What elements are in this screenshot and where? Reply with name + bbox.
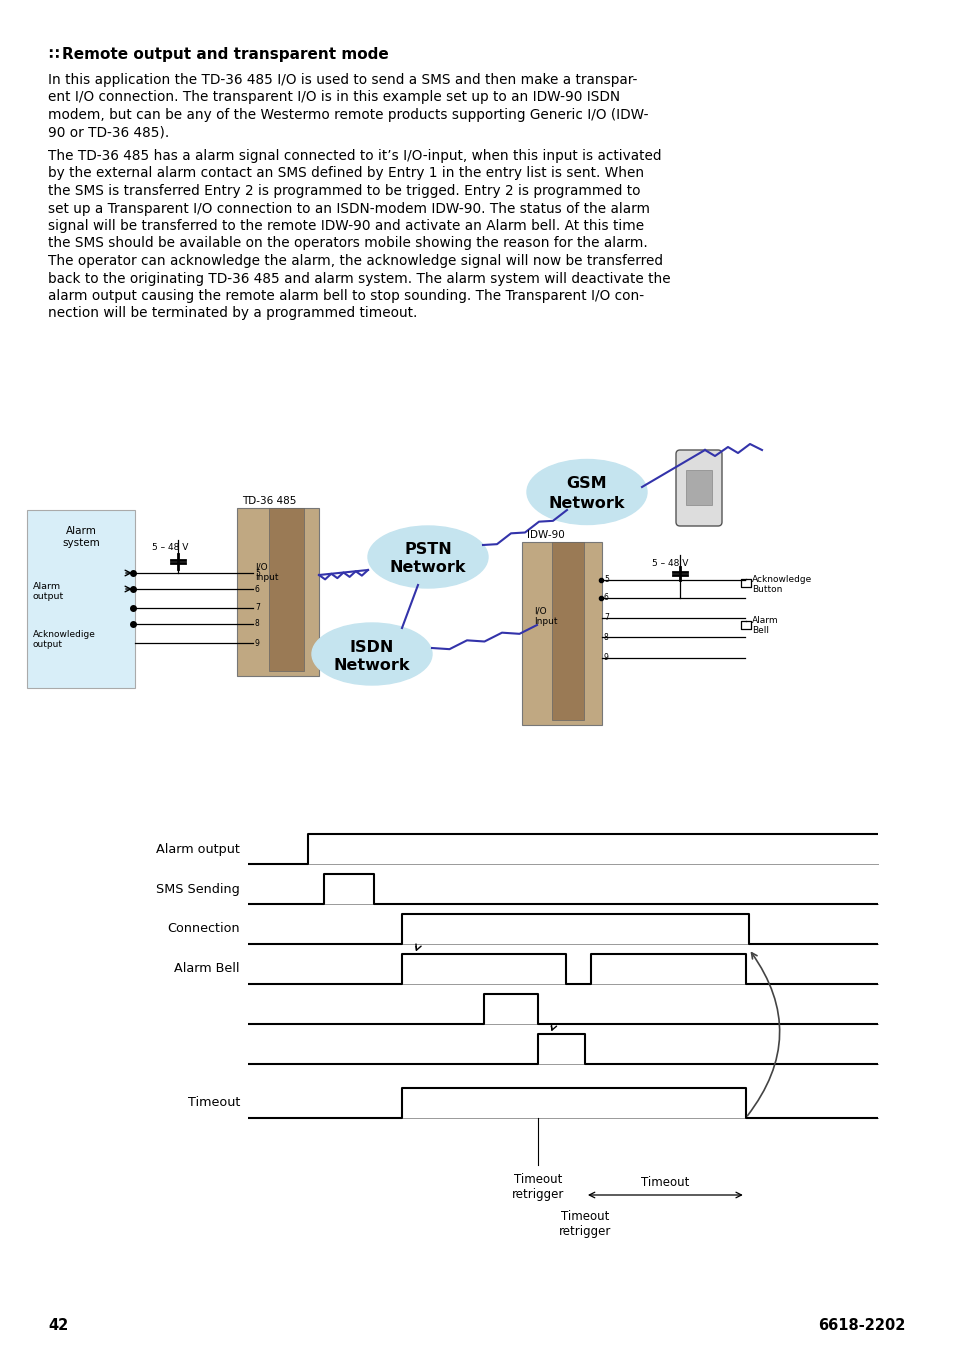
Text: SMS Sending: SMS Sending — [156, 883, 240, 895]
FancyBboxPatch shape — [521, 542, 601, 724]
Text: 9: 9 — [254, 639, 259, 647]
Text: Timeout
retrigger: Timeout retrigger — [558, 1210, 611, 1238]
Text: Alarm
output: Alarm output — [33, 582, 64, 601]
Text: 5 – 48 V: 5 – 48 V — [152, 543, 188, 552]
Text: Timeout: Timeout — [640, 1177, 689, 1189]
Text: the SMS is transferred Entry 2 is programmed to be trigged. Entry 2 is programme: the SMS is transferred Entry 2 is progra… — [48, 184, 639, 198]
Text: 6: 6 — [254, 585, 259, 593]
Text: Timeout
retrigger: Timeout retrigger — [511, 1173, 563, 1201]
Text: 5: 5 — [603, 575, 608, 585]
FancyBboxPatch shape — [236, 508, 318, 676]
Text: 7: 7 — [603, 613, 608, 623]
Text: GSM: GSM — [566, 477, 607, 492]
Text: ISDN: ISDN — [350, 639, 394, 654]
Text: 9: 9 — [603, 654, 608, 662]
Text: I/O
Input: I/O Input — [534, 607, 557, 627]
Text: the SMS should be available on the operators mobile showing the reason for the a: the SMS should be available on the opera… — [48, 237, 647, 250]
Text: 42: 42 — [48, 1317, 69, 1332]
Text: 6618-2202: 6618-2202 — [818, 1317, 905, 1332]
Text: In this application the TD-36 485 I/O is used to send a SMS and then make a tran: In this application the TD-36 485 I/O is… — [48, 73, 637, 87]
Text: 90 or TD-36 485).: 90 or TD-36 485). — [48, 126, 169, 139]
Text: Timeout: Timeout — [188, 1097, 240, 1109]
FancyBboxPatch shape — [552, 542, 583, 720]
Text: modem, but can be any of the Westermo remote products supporting Generic I/O (ID: modem, but can be any of the Westermo re… — [48, 108, 648, 122]
Text: Network: Network — [390, 561, 466, 575]
Text: IDW-90: IDW-90 — [526, 529, 564, 540]
Ellipse shape — [312, 623, 432, 685]
Text: alarm output causing the remote alarm bell to stop sounding. The Transparent I/O: alarm output causing the remote alarm be… — [48, 288, 643, 303]
FancyBboxPatch shape — [676, 450, 721, 525]
Text: The TD-36 485 has a alarm signal connected to it’s I/O-input, when this input is: The TD-36 485 has a alarm signal connect… — [48, 149, 660, 162]
FancyBboxPatch shape — [27, 510, 135, 688]
Text: Alarm Bell: Alarm Bell — [174, 963, 240, 975]
Ellipse shape — [368, 525, 488, 588]
Text: nection will be terminated by a programmed timeout.: nection will be terminated by a programm… — [48, 306, 417, 321]
Text: PSTN: PSTN — [404, 543, 452, 558]
Text: 6: 6 — [603, 593, 608, 603]
Text: Alarm
Bell: Alarm Bell — [751, 616, 778, 635]
Text: Network: Network — [334, 658, 410, 673]
Text: Acknowledge
Button: Acknowledge Button — [751, 575, 811, 594]
Text: Alarm
system: Alarm system — [62, 525, 100, 548]
Text: by the external alarm contact an SMS defined by Entry 1 in the entry list is sen: by the external alarm contact an SMS def… — [48, 167, 643, 180]
Ellipse shape — [526, 459, 646, 524]
Text: The operator can acknowledge the alarm, the acknowledge signal will now be trans: The operator can acknowledge the alarm, … — [48, 255, 662, 268]
Text: 5: 5 — [254, 569, 259, 578]
Text: ∷: ∷ — [48, 47, 58, 62]
Text: signal will be transferred to the remote IDW-90 and activate an Alarm bell. At t: signal will be transferred to the remote… — [48, 219, 643, 233]
Text: Connection: Connection — [167, 922, 240, 936]
Text: Alarm output: Alarm output — [156, 842, 240, 856]
Text: Remote output and transparent mode: Remote output and transparent mode — [62, 47, 388, 62]
Text: set up a Transparent I/O connection to an ISDN-modem IDW-90. The status of the a: set up a Transparent I/O connection to a… — [48, 202, 649, 215]
Text: 8: 8 — [254, 620, 259, 628]
Text: I/O
Input: I/O Input — [254, 563, 278, 582]
Text: 8: 8 — [603, 632, 608, 642]
Text: back to the originating TD-36 485 and alarm system. The alarm system will deacti: back to the originating TD-36 485 and al… — [48, 272, 670, 286]
Text: 7: 7 — [254, 604, 259, 612]
Text: Acknowledige
output: Acknowledige output — [33, 630, 95, 650]
FancyBboxPatch shape — [685, 470, 711, 505]
Text: 5 – 48 V: 5 – 48 V — [651, 558, 688, 567]
Text: Network: Network — [548, 496, 624, 510]
Text: ent I/O connection. The transparent I/O is in this example set up to an IDW-90 I: ent I/O connection. The transparent I/O … — [48, 91, 619, 104]
FancyBboxPatch shape — [269, 508, 304, 672]
Text: TD-36 485: TD-36 485 — [242, 496, 296, 506]
